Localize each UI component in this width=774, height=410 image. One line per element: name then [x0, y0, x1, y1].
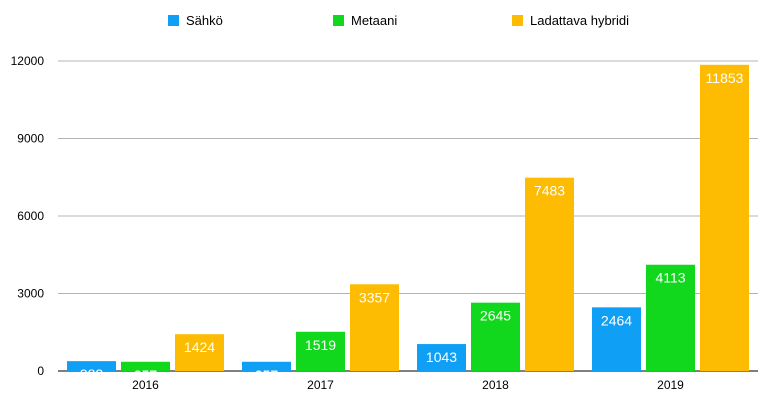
legend-swatch — [168, 15, 179, 26]
y-tick-label: 6000 — [17, 209, 44, 223]
bar-2016-0 — [67, 361, 116, 371]
data-label: 3357 — [359, 289, 390, 305]
y-tick-label: 3000 — [17, 287, 44, 301]
y-axis: 0 3000 6000 9000 12000 — [11, 54, 45, 378]
data-label: 2645 — [480, 308, 511, 324]
data-label: 1043 — [426, 349, 457, 365]
grid-lines — [58, 60, 758, 372]
bar-2019-0 — [592, 307, 641, 371]
data-label: 4113 — [655, 270, 685, 286]
bars: 382 357 1424 357 1519 3357 1043 2645 7483 2464 411… — [67, 64, 749, 383]
legend: Sähkö Metaani Ladattava hybridi — [168, 13, 629, 28]
bar-2016-1 — [121, 361, 170, 371]
x-tick-label: 2017 — [307, 378, 334, 392]
bar-2018-0 — [417, 344, 466, 371]
bar-2017-1 — [296, 331, 345, 371]
x-tick-label: 2018 — [482, 378, 509, 392]
bar-2016-2 — [175, 334, 224, 371]
x-axis: 2016 2017 2018 2019 — [132, 378, 684, 392]
data-label: 2464 — [601, 312, 632, 328]
legend-swatch — [333, 15, 344, 26]
legend-swatch — [512, 15, 523, 26]
data-label: 357 — [255, 367, 279, 383]
x-tick-label: 2016 — [132, 378, 159, 392]
bar-2017-0 — [242, 361, 291, 371]
data-label: 1519 — [305, 337, 336, 353]
bar-2018-2 — [525, 177, 574, 371]
data-label: 382 — [80, 366, 104, 382]
legend-label: Metaani — [351, 13, 397, 28]
y-tick-label: 0 — [37, 364, 44, 378]
data-label: 1424 — [184, 339, 215, 355]
data-label: 7483 — [534, 183, 565, 199]
bar-2017-2 — [350, 284, 399, 371]
y-tick-label: 12000 — [11, 54, 45, 68]
legend-label: Sähkö — [186, 13, 223, 28]
y-tick-label: 9000 — [17, 132, 44, 146]
bar-2018-1 — [471, 302, 520, 371]
x-tick-label: 2019 — [657, 378, 684, 392]
data-label: 357 — [134, 367, 158, 383]
bar-2019-2 — [700, 64, 749, 372]
bar-2019-1 — [646, 264, 695, 371]
data-label: 11853 — [706, 70, 744, 86]
legend-label: Ladattava hybridi — [530, 13, 629, 28]
